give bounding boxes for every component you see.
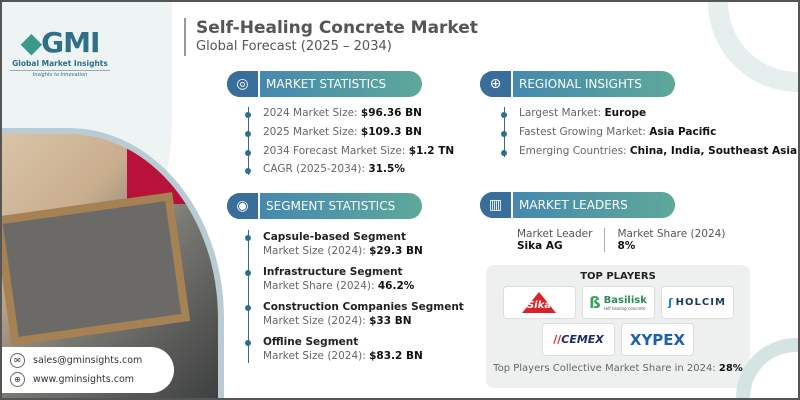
- decorative-ring: [708, 2, 798, 92]
- leader-share: 8%: [617, 240, 636, 252]
- top-players-panel: TOP PLAYERS Sika ß Basilisk self healing c…: [486, 265, 750, 388]
- list-item: 2024 Market Size: $96.36 BN: [244, 107, 454, 119]
- list-item: Infrastructure Segment Market Share (2024…: [245, 265, 464, 293]
- top-players-title: TOP PLAYERS: [580, 271, 656, 282]
- sika-logo: Sika: [502, 286, 576, 319]
- gmi-logo: ◆GMI Global Market Insights Insights to …: [10, 26, 110, 78]
- website-link[interactable]: ⊕ www.gminsights.com: [10, 370, 166, 389]
- globe-icon: ⊕: [480, 71, 513, 97]
- page-title: Self-Healing Concrete Market Global Fore…: [184, 18, 478, 56]
- regional-insights-list: Largest Market: Europe Fastest Growing M…: [500, 107, 797, 157]
- xypex-logo: XYPEX: [621, 323, 694, 356]
- subtitle: Global Forecast (2025 – 2034): [196, 39, 392, 54]
- segment-statistics-list: Capsule-based Segment Market Size (2024):…: [245, 230, 464, 363]
- market-leaders: Market Leader Sika AG Market Share (2024)…: [517, 228, 726, 252]
- list-item: Offline Segment Market Size (2024): $83.2…: [245, 335, 464, 363]
- list-item: Largest Market: Europe: [500, 107, 797, 119]
- globe-chart-icon: ◎: [227, 71, 260, 97]
- globe-icon: ⊕: [10, 372, 25, 387]
- list-item: Fastest Growing Market: Asia Pacific: [500, 126, 797, 138]
- mail-icon: ✉: [10, 353, 25, 368]
- list-item: Capsule-based Segment Market Size (2024):…: [245, 230, 464, 258]
- holcim-logo: ʃ HOLCIM: [660, 286, 734, 319]
- regional-insights-header: ⊕ REGIONAL INSIGHTS: [480, 71, 675, 97]
- list-item: Construction Companies Segment Market Siz…: [245, 300, 464, 328]
- leader-name: Sika AG: [517, 240, 563, 252]
- list-item: Emerging Countries: China, India, Southe…: [500, 145, 797, 157]
- target-icon: ◉: [227, 193, 260, 219]
- contact-card: ✉ sales@gminsights.com ⊕ www.gminsights.co…: [2, 347, 174, 393]
- basilisk-logo: ß Basilisk self healing concrete: [581, 286, 655, 319]
- segment-statistics-header: ◉ SEGMENT STATISTICS: [227, 193, 422, 219]
- cemex-logo: //CEMEX: [542, 323, 615, 356]
- market-statistics-list: 2024 Market Size: $96.36 BN 2025 Market …: [244, 107, 454, 175]
- market-leaders-header: ▥ MARKET LEADERS: [480, 192, 675, 218]
- list-item: 2034 Forecast Market Size: $1.2 TN: [244, 145, 454, 157]
- bar-chart-icon: ▥: [480, 192, 513, 218]
- market-statistics-header: ◎ MARKET STATISTICS: [227, 71, 422, 97]
- title: Self-Healing Concrete Market: [196, 18, 478, 38]
- email-link[interactable]: ✉ sales@gminsights.com: [10, 351, 166, 370]
- collective-share: Top Players Collective Market Share in 2…: [493, 363, 743, 374]
- list-item: CAGR (2025-2034): 31.5%: [244, 163, 454, 175]
- list-item: 2025 Market Size: $109.3 BN: [244, 126, 454, 138]
